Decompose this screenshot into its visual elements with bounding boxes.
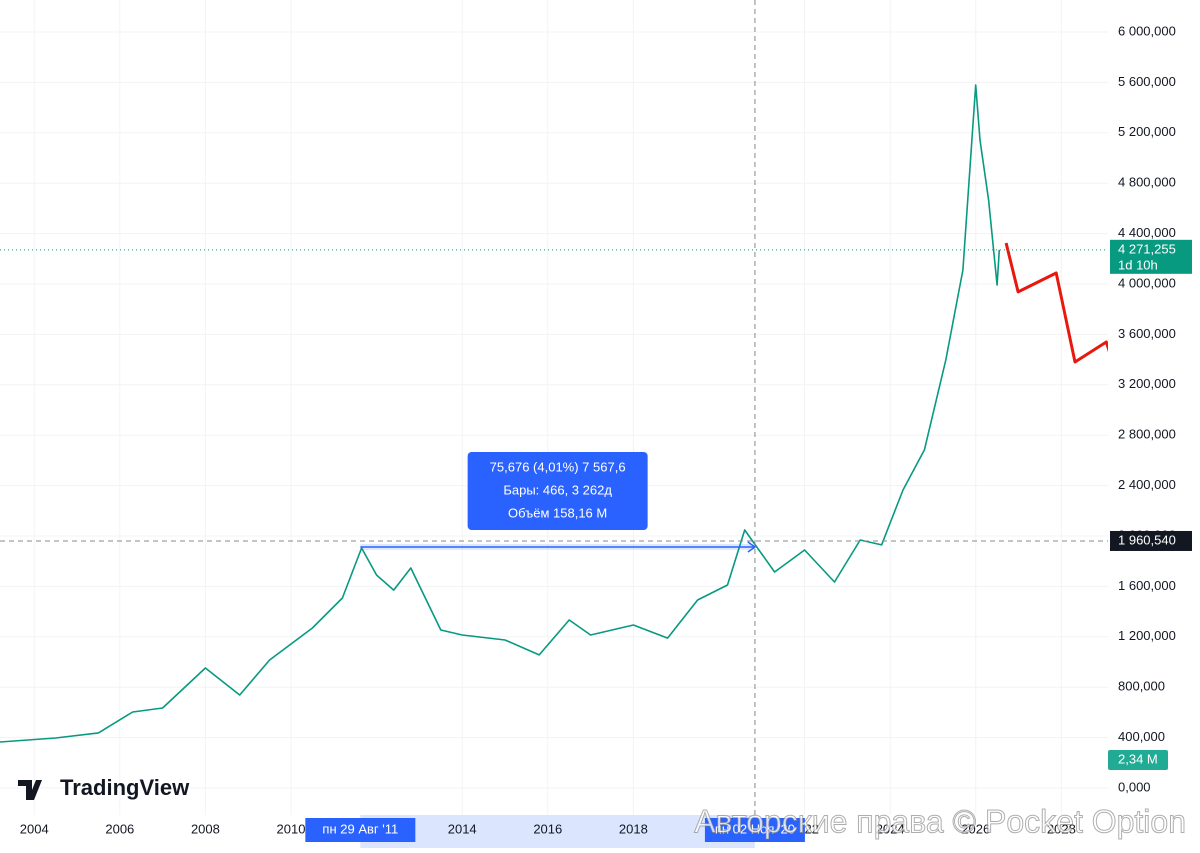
y-tick-label: 4 000,000	[1118, 275, 1176, 290]
crosshair-y-box	[1110, 530, 1192, 551]
measure-range	[360, 815, 755, 848]
measure-text: Бары: 466, 3 262д	[503, 482, 612, 497]
crosshair-y-label: 1 960,540	[1118, 532, 1176, 547]
x-tick-label: 2016	[533, 821, 562, 836]
price-axis	[1108, 0, 1200, 815]
countdown-label: 1d 10h	[1118, 257, 1158, 272]
y-tick-label: 1 600,000	[1118, 578, 1176, 593]
y-tick-label: 4 400,000	[1118, 225, 1176, 240]
x-tick-label: 2026	[961, 821, 990, 836]
arrow-head	[747, 541, 757, 553]
price-line	[0, 84, 1001, 743]
y-tick-label: 0,000	[1118, 779, 1151, 794]
x-tick-label: 2028	[1047, 821, 1076, 836]
x-tick-label: 2014	[448, 821, 477, 836]
x-tick-label: 2004	[20, 821, 49, 836]
crosshair-x-label: пн 02 Ноя '20	[715, 821, 795, 836]
watermark: Авторские права © Pocket Option	[694, 803, 1186, 839]
x-tick-label: 2018	[619, 821, 648, 836]
y-tick-label: 2 400,000	[1118, 477, 1176, 492]
y-tick-label: 1 200,000	[1118, 628, 1176, 643]
measure-x-box	[305, 818, 416, 842]
y-tick-label: 800,000	[1118, 679, 1165, 694]
measure-x-label: пн 29 Авг '11	[322, 821, 398, 836]
measure-text: 75,676 (4,01%) 7 567,6	[490, 459, 626, 474]
y-tick-label: 400,000	[1118, 729, 1165, 744]
measure-text: Объём 158,16 M	[508, 505, 607, 520]
volume-box	[1108, 750, 1168, 770]
volume-label: 2,34 M	[1118, 751, 1158, 766]
y-tick-label: 6 000,000	[1118, 23, 1176, 38]
y-tick-label: 4 800,000	[1118, 175, 1176, 190]
logo: TradingView	[60, 775, 190, 800]
measure-tooltip	[467, 452, 648, 530]
y-tick-label: 5 200,000	[1118, 124, 1176, 139]
x-tick-label: 2024	[876, 821, 905, 836]
crosshair-x-box	[704, 818, 805, 842]
x-tick-label: 2008	[191, 821, 220, 836]
logo-icon	[18, 780, 42, 800]
last-price-label: 4 271,255	[1118, 241, 1176, 256]
x-tick-label: 2010	[277, 821, 306, 836]
y-tick-label: 5 600,000	[1118, 74, 1176, 89]
y-tick-label: 2 800,000	[1118, 427, 1176, 442]
y-tick-label: 3 200,000	[1118, 376, 1176, 391]
last-price-box	[1110, 239, 1192, 274]
y-tick-label: 3 600,000	[1118, 326, 1176, 341]
x-tick-label: 2006	[105, 821, 134, 836]
